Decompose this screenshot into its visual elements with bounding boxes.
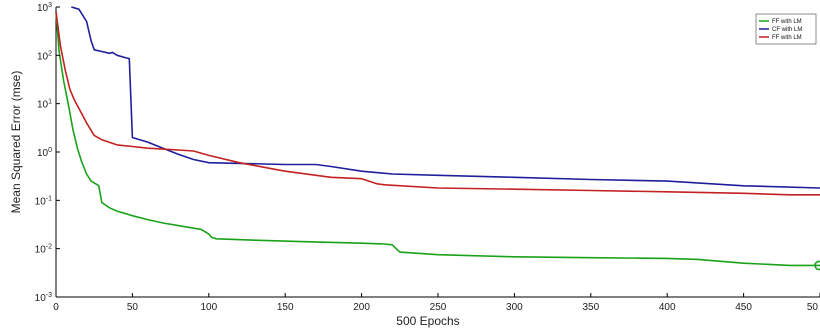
x-tick-label: 0 — [53, 302, 59, 313]
x-tick-label: 50 — [127, 302, 139, 313]
x-tick-label: 350 — [582, 302, 599, 313]
y-tick-label: 100 — [37, 147, 52, 159]
x-tick-label: 450 — [735, 302, 752, 313]
y-tick-label: 10-1 — [35, 195, 52, 207]
y-axis-label: Mean Squared Error (mse) — [9, 71, 23, 214]
y-tick-label: 103 — [37, 2, 52, 14]
y-tick-label: 101 — [37, 99, 52, 111]
y-tick-label: 102 — [37, 50, 52, 62]
best-epoch-marker — [814, 260, 820, 271]
legend-entry-label: CF with LM — [772, 27, 802, 33]
series-line-3 — [55, 11, 820, 196]
x-tick-label: 50 — [807, 302, 819, 313]
legend-entry-label: FF with LM — [772, 19, 802, 25]
x-axis-label: 500 Epochs — [396, 314, 459, 328]
x-tick-label: 150 — [277, 302, 294, 313]
y-tick-label: 10-3 — [35, 292, 52, 304]
x-tick-label: 200 — [353, 302, 370, 313]
x-tick-label: 300 — [506, 302, 523, 313]
series-line-2 — [71, 6, 820, 189]
x-tick-label: 250 — [430, 302, 447, 313]
x-tick-label: 100 — [200, 302, 217, 313]
legend-entry-label: FF with LM — [772, 35, 802, 41]
series-line-1 — [55, 11, 820, 267]
x-tick-label: 400 — [659, 302, 676, 313]
y-tick-label: 10-2 — [35, 244, 52, 256]
